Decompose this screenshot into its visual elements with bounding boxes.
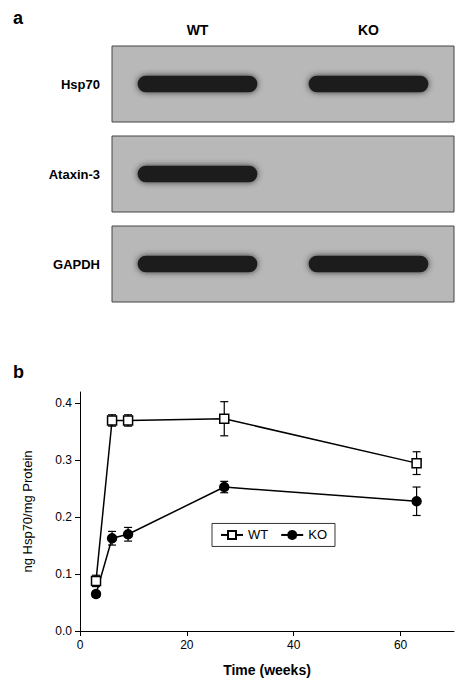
svg-text:0.4: 0.4 [55, 396, 72, 410]
svg-text:Ataxin-3: Ataxin-3 [49, 167, 100, 182]
svg-text:WT: WT [187, 22, 209, 38]
svg-text:0.0: 0.0 [55, 624, 72, 638]
svg-text:KO: KO [308, 527, 327, 542]
svg-text:0.3: 0.3 [55, 453, 72, 467]
svg-text:b: b [13, 362, 24, 382]
svg-text:0: 0 [77, 638, 84, 652]
svg-text:KO: KO [358, 22, 379, 38]
svg-text:0.1: 0.1 [55, 567, 72, 581]
svg-text:40: 40 [287, 638, 301, 652]
svg-text:WT: WT [248, 527, 268, 542]
svg-text:0.2: 0.2 [55, 510, 72, 524]
svg-text:ng Hsp70/mg Protein: ng Hsp70/mg Protein [20, 450, 35, 572]
svg-text:a: a [13, 8, 24, 28]
svg-text:Time (weeks): Time (weeks) [223, 662, 311, 678]
svg-text:GAPDH: GAPDH [53, 257, 100, 272]
svg-text:60: 60 [394, 638, 408, 652]
svg-text:20: 20 [180, 638, 194, 652]
svg-text:Hsp70: Hsp70 [61, 77, 100, 92]
